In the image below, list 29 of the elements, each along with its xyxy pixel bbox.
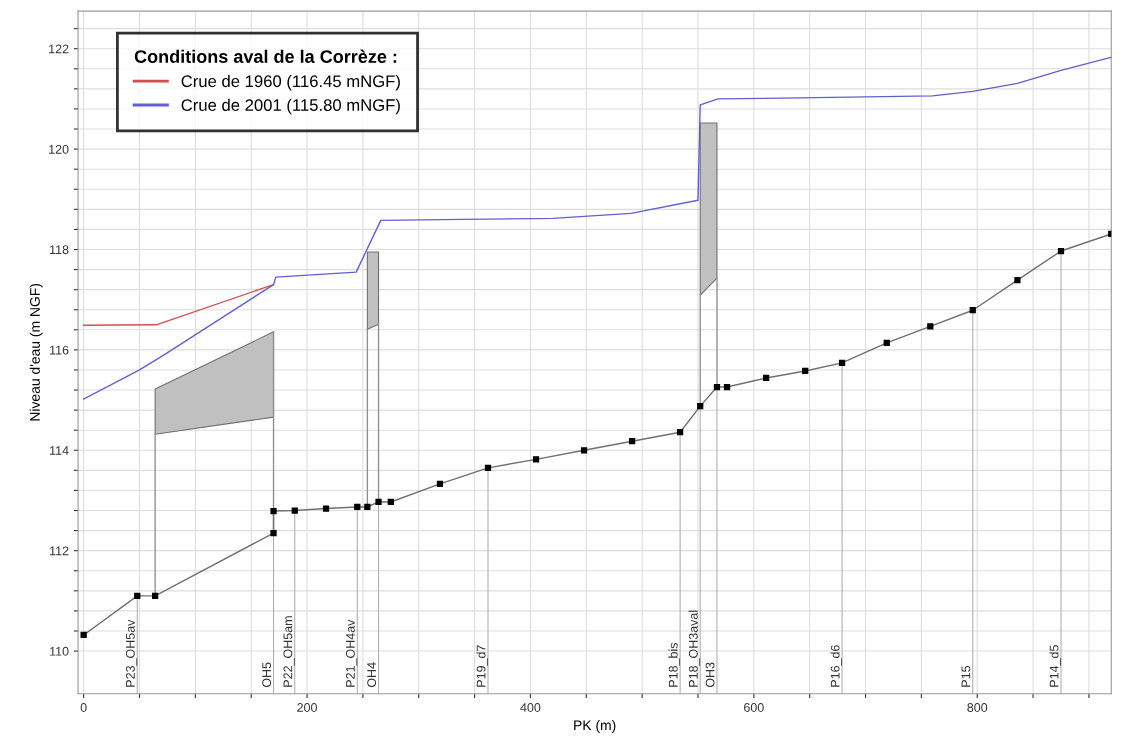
y-axis-title: Niveau d'eau (m NGF)	[29, 284, 43, 421]
legend-label: Crue de 1960 (116.45 mNGF)	[181, 74, 400, 91]
annotation: P21_OH4av	[345, 619, 358, 687]
annotation: P15	[961, 665, 971, 687]
legend-title: Conditions aval de la Corrèze :	[134, 49, 397, 63]
x-tick-label: 600	[744, 703, 764, 712]
legend-label: Crue de 2001 (115.80 mNGF)	[181, 98, 400, 115]
y-tick-label: 118	[50, 245, 69, 255]
annotation: P23_OH5av	[125, 619, 138, 687]
y-tick-label: 112	[50, 546, 69, 556]
annotation: OH3	[705, 662, 715, 688]
annotation: P19_d7	[476, 645, 488, 687]
annotation: P18_OH3aval	[688, 610, 701, 687]
annotation: P22_OH5am	[283, 616, 295, 687]
y-tick-label: 110	[50, 646, 69, 656]
annotation: P16_d6	[830, 645, 842, 687]
x-tick-label: 0	[80, 703, 87, 712]
annotation: P18_bis	[668, 642, 680, 687]
annotation: OH4	[367, 662, 377, 688]
y-tick-label: 120	[49, 144, 69, 154]
x-tick-label: 800	[967, 703, 988, 712]
annotation: P14_d5	[1049, 645, 1061, 687]
y-tick-label: 114	[50, 446, 69, 455]
y-tick-label: 122	[49, 44, 69, 54]
x-tick-label: 400	[520, 703, 541, 712]
x-axis-title: PK (m)	[574, 719, 616, 733]
annotation: OH5	[262, 662, 272, 688]
x-tick-label: 200	[297, 703, 317, 712]
y-tick-label: 116	[50, 345, 69, 355]
